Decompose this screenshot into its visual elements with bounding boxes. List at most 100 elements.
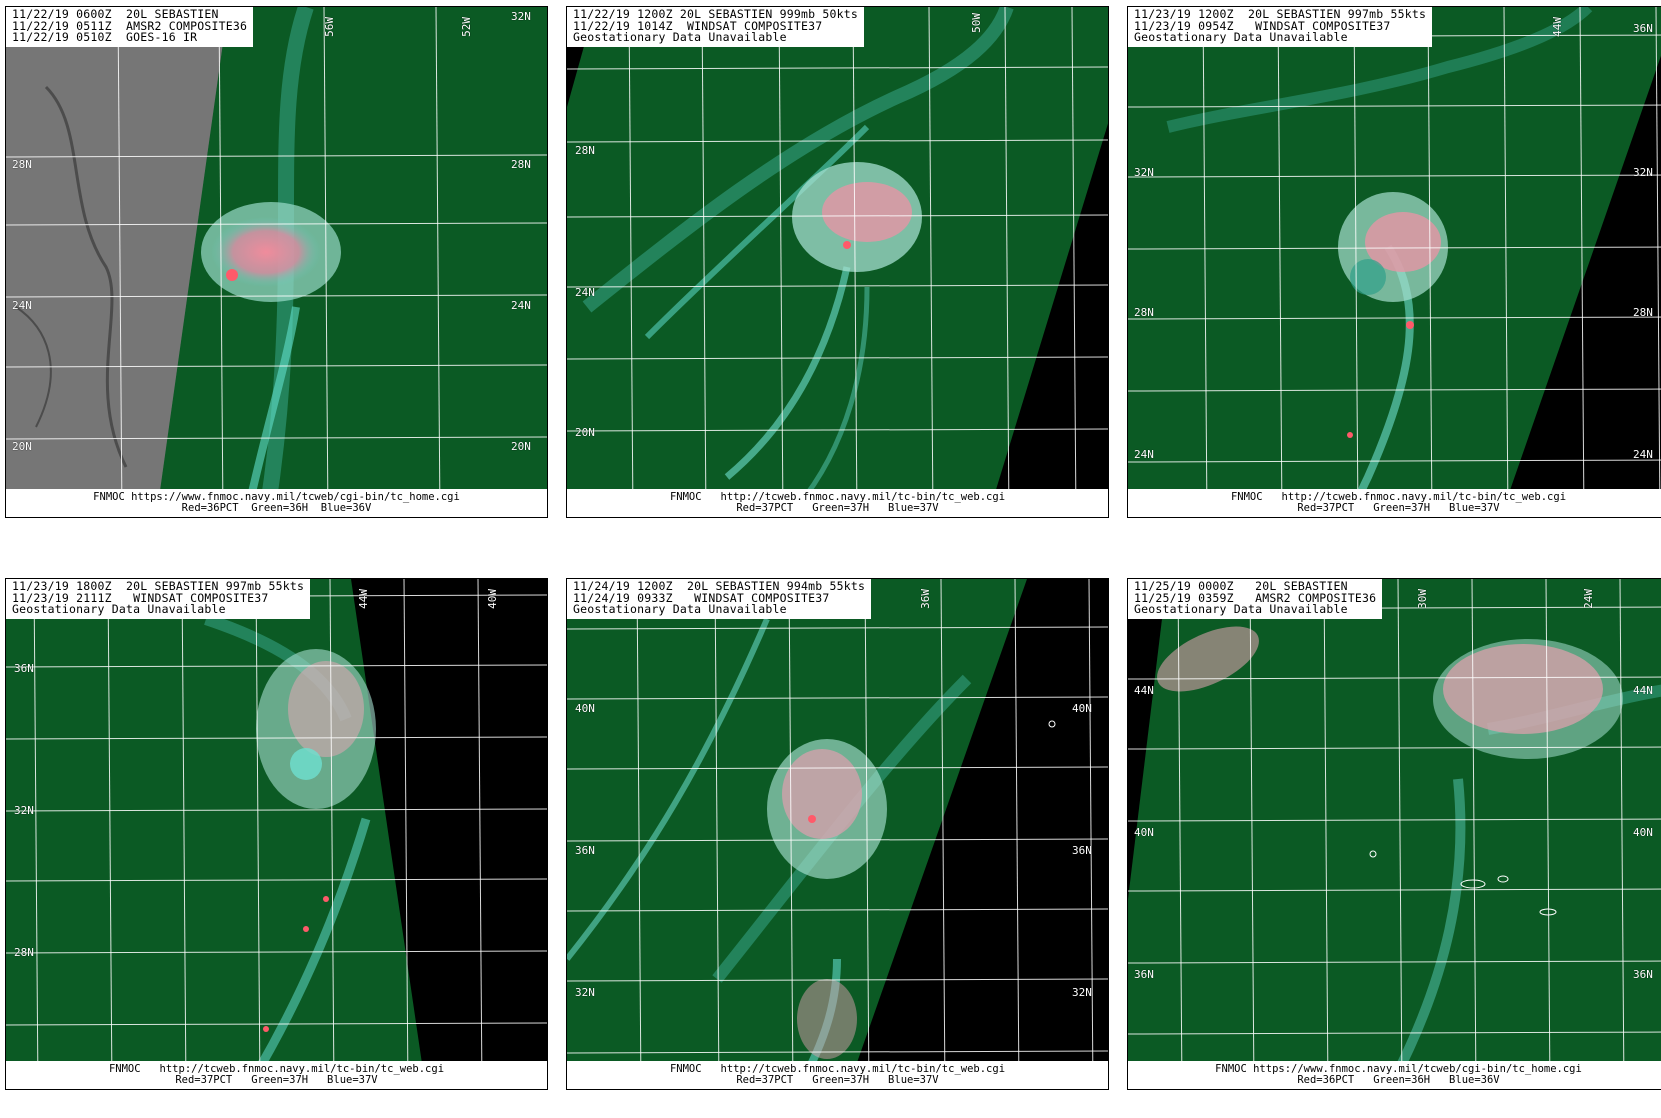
longitude-line	[181, 579, 187, 1089]
longitude-line	[701, 7, 707, 517]
lon-label: 40W	[486, 589, 499, 609]
longitude-line	[329, 579, 335, 1089]
latitude-line	[567, 908, 1108, 912]
longitude-line	[778, 7, 784, 517]
lat-label: 20N	[12, 440, 32, 453]
longitude-line	[1323, 579, 1329, 1089]
satellite-image	[6, 7, 547, 517]
lon-label: 30W	[1416, 589, 1429, 609]
satellite-image	[567, 7, 1108, 517]
latitude-line	[1128, 104, 1661, 108]
longitude-line	[1014, 579, 1020, 1089]
panel-header: 11/25/19 0000Z 20L SEBASTIEN 11/25/19 035…	[1128, 579, 1383, 619]
longitude-line	[107, 579, 113, 1089]
longitude-line	[218, 7, 224, 517]
latitude-line	[6, 436, 547, 440]
satellite-image	[567, 579, 1108, 1089]
latitude-line	[1128, 388, 1661, 392]
lat-label: 36N	[1072, 844, 1092, 857]
lon-label: 44W	[1551, 17, 1564, 37]
lat-label: 24N	[511, 299, 531, 312]
longitude-line	[788, 579, 794, 1089]
lat-label: 28N	[12, 158, 32, 171]
latitude-line	[6, 1022, 547, 1026]
satellite-panel-4: 11/23/19 1800Z 20L SEBASTIEN 997mb 55kts…	[5, 578, 548, 1090]
latitude-line	[1128, 246, 1661, 250]
latitude-line	[567, 214, 1108, 218]
panel-footer: FNMOC https://www.fnmoc.navy.mil/tcweb/c…	[1128, 1061, 1661, 1089]
lat-label: 20N	[575, 426, 595, 439]
lat-label: 32N	[14, 804, 34, 817]
lon-label: 24W	[1582, 589, 1595, 609]
longitude-line	[1655, 7, 1661, 517]
longitude-line	[1545, 579, 1551, 1089]
lat-label: 40N	[1633, 826, 1653, 839]
latitude-line	[6, 664, 547, 668]
latitude-line	[567, 696, 1108, 700]
satellite-panel-6: 11/25/19 0000Z 20L SEBASTIEN 11/25/19 035…	[1127, 578, 1661, 1090]
lat-label: 28N	[1633, 306, 1653, 319]
latitude-line	[6, 364, 547, 368]
longitude-line	[1177, 579, 1183, 1089]
lat-lon-grid	[567, 579, 1108, 1089]
longitude-line	[714, 579, 720, 1089]
lat-label: 36N	[14, 662, 34, 675]
latitude-line	[6, 950, 547, 954]
satellite-panel-2: 11/22/19 1200Z 20L SEBASTIEN 999mb 50kts…	[566, 6, 1109, 518]
latitude-line	[1128, 676, 1661, 680]
longitude-line	[403, 579, 409, 1089]
satellite-image	[1128, 579, 1661, 1089]
latitude-line	[1128, 459, 1661, 463]
longitude-line	[1471, 579, 1477, 1089]
latitude-line	[6, 294, 547, 298]
satellite-panel-1: 11/22/19 0600Z 20L SEBASTIEN 11/22/19 051…	[5, 6, 548, 518]
lon-label: 44W	[357, 589, 370, 609]
lat-label: 36N	[575, 844, 595, 857]
lat-label: 32N	[1633, 166, 1653, 179]
latitude-line	[567, 838, 1108, 842]
longitude-line	[117, 7, 123, 517]
latitude-line	[1128, 888, 1661, 892]
longitude-line	[636, 579, 642, 1089]
lat-label: 36N	[1633, 22, 1653, 35]
satellite-image	[1128, 7, 1661, 517]
lat-label: 36N	[1633, 968, 1653, 981]
lat-label: 44N	[1633, 684, 1653, 697]
longitude-line	[33, 579, 39, 1089]
latitude-line	[567, 1050, 1108, 1054]
longitude-line	[1277, 7, 1283, 517]
latitude-line	[6, 878, 547, 882]
lat-label: 32N	[1134, 166, 1154, 179]
lat-label: 24N	[12, 299, 32, 312]
lat-lon-grid	[567, 7, 1108, 517]
lat-label: 44N	[1134, 684, 1154, 697]
longitude-line	[1249, 579, 1255, 1089]
lat-label: 28N	[1134, 306, 1154, 319]
panel-header: 11/22/19 0600Z 20L SEBASTIEN 11/22/19 051…	[6, 7, 254, 47]
longitude-line	[1004, 7, 1010, 517]
lat-label: 40N	[1072, 702, 1092, 715]
longitude-line	[1353, 7, 1359, 517]
longitude-line	[477, 579, 483, 1089]
longitude-line	[928, 7, 934, 517]
panel-footer: FNMOC http://tcweb.fnmoc.navy.mil/tc-bin…	[567, 489, 1108, 517]
latitude-line	[6, 808, 547, 812]
lat-lon-grid	[6, 579, 547, 1089]
lat-label: 20N	[511, 440, 531, 453]
latitude-line	[1128, 960, 1661, 964]
satellite-panel-3: 11/23/19 1200Z 20L SEBASTIEN 997mb 55kts…	[1127, 6, 1661, 518]
latitude-line	[1128, 316, 1661, 320]
latitude-line	[1128, 174, 1661, 178]
lat-label: 36N	[1134, 968, 1154, 981]
lat-label: 28N	[14, 946, 34, 959]
longitude-line	[852, 7, 858, 517]
longitude-line	[1071, 7, 1077, 517]
lat-label: 24N	[1633, 448, 1653, 461]
longitude-line	[1427, 7, 1433, 517]
latitude-line	[567, 428, 1108, 432]
lat-label: 28N	[511, 158, 531, 171]
no-data-region	[987, 123, 1108, 517]
no-data-region	[351, 579, 547, 1089]
panel-footer: FNMOC http://tcweb.fnmoc.navy.mil/tc-bin…	[567, 1061, 1108, 1089]
latitude-line	[6, 154, 547, 158]
